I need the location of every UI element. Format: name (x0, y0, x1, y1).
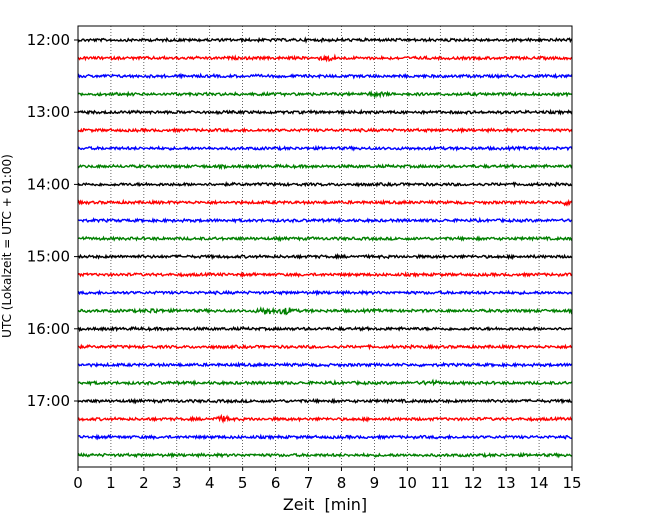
y-axis-ticks: 12:00 13:00 14:00 15:00 16:00 17:00 (27, 31, 78, 410)
trace-line (77, 108, 573, 116)
trace-line (77, 451, 573, 459)
y-tick-label: 12:00 (27, 31, 70, 49)
x-tick-label: 12 (464, 474, 483, 492)
x-tick-label: 8 (337, 474, 347, 492)
trace-line (77, 413, 573, 424)
trace-line (77, 36, 573, 44)
y-tick-label: 17:00 (27, 392, 70, 410)
trace-line (77, 378, 573, 387)
plot-frame (77, 25, 573, 468)
x-tick-label: 14 (530, 474, 549, 492)
trace-line (77, 289, 573, 297)
x-axis-label: Zeit [min] (283, 495, 367, 514)
x-tick-label: 13 (497, 474, 516, 492)
y-tick-label: 15:00 (27, 248, 70, 266)
x-tick-label: 15 (562, 474, 581, 492)
x-tick-label: 2 (139, 474, 149, 492)
trace-line (77, 53, 573, 63)
trace-line (77, 72, 573, 80)
y-tick-label: 16:00 (27, 320, 70, 338)
x-axis-ticks: 0 1 2 3 4 5 6 7 8 9 10 11 12 13 14 15 (73, 467, 582, 492)
trace-line (77, 271, 573, 279)
seismogram-traces (77, 36, 573, 459)
trace-line (77, 90, 573, 99)
trace-line (77, 163, 573, 171)
trace-line (77, 343, 573, 351)
trace-line (77, 433, 573, 441)
trace-line (77, 252, 573, 261)
trace-line (77, 361, 573, 369)
x-tick-label: 6 (271, 474, 281, 492)
trace-line (77, 397, 573, 405)
trace-line (77, 306, 573, 316)
x-tick-label: 4 (205, 474, 215, 492)
x-tick-label: 5 (238, 474, 248, 492)
x-tick-label: 3 (172, 474, 182, 492)
trace-line (77, 126, 573, 134)
trace-line (77, 325, 573, 333)
trace-line (77, 198, 573, 207)
trace-line (77, 144, 573, 152)
trace-line (77, 181, 573, 189)
y-axis-label: UTC (Lokalzeit = UTC + 01:00) (0, 154, 14, 338)
trace-line (77, 216, 573, 225)
trace-line (77, 235, 573, 242)
y-tick-label: 14:00 (27, 175, 70, 193)
x-tick-label: 10 (398, 474, 417, 492)
x-tick-label: 9 (370, 474, 380, 492)
x-tick-label: 11 (431, 474, 450, 492)
y-tick-label: 13:00 (27, 103, 70, 121)
x-tick-label: 0 (73, 474, 83, 492)
x-tick-label: 7 (304, 474, 314, 492)
x-tick-label: 1 (106, 474, 116, 492)
